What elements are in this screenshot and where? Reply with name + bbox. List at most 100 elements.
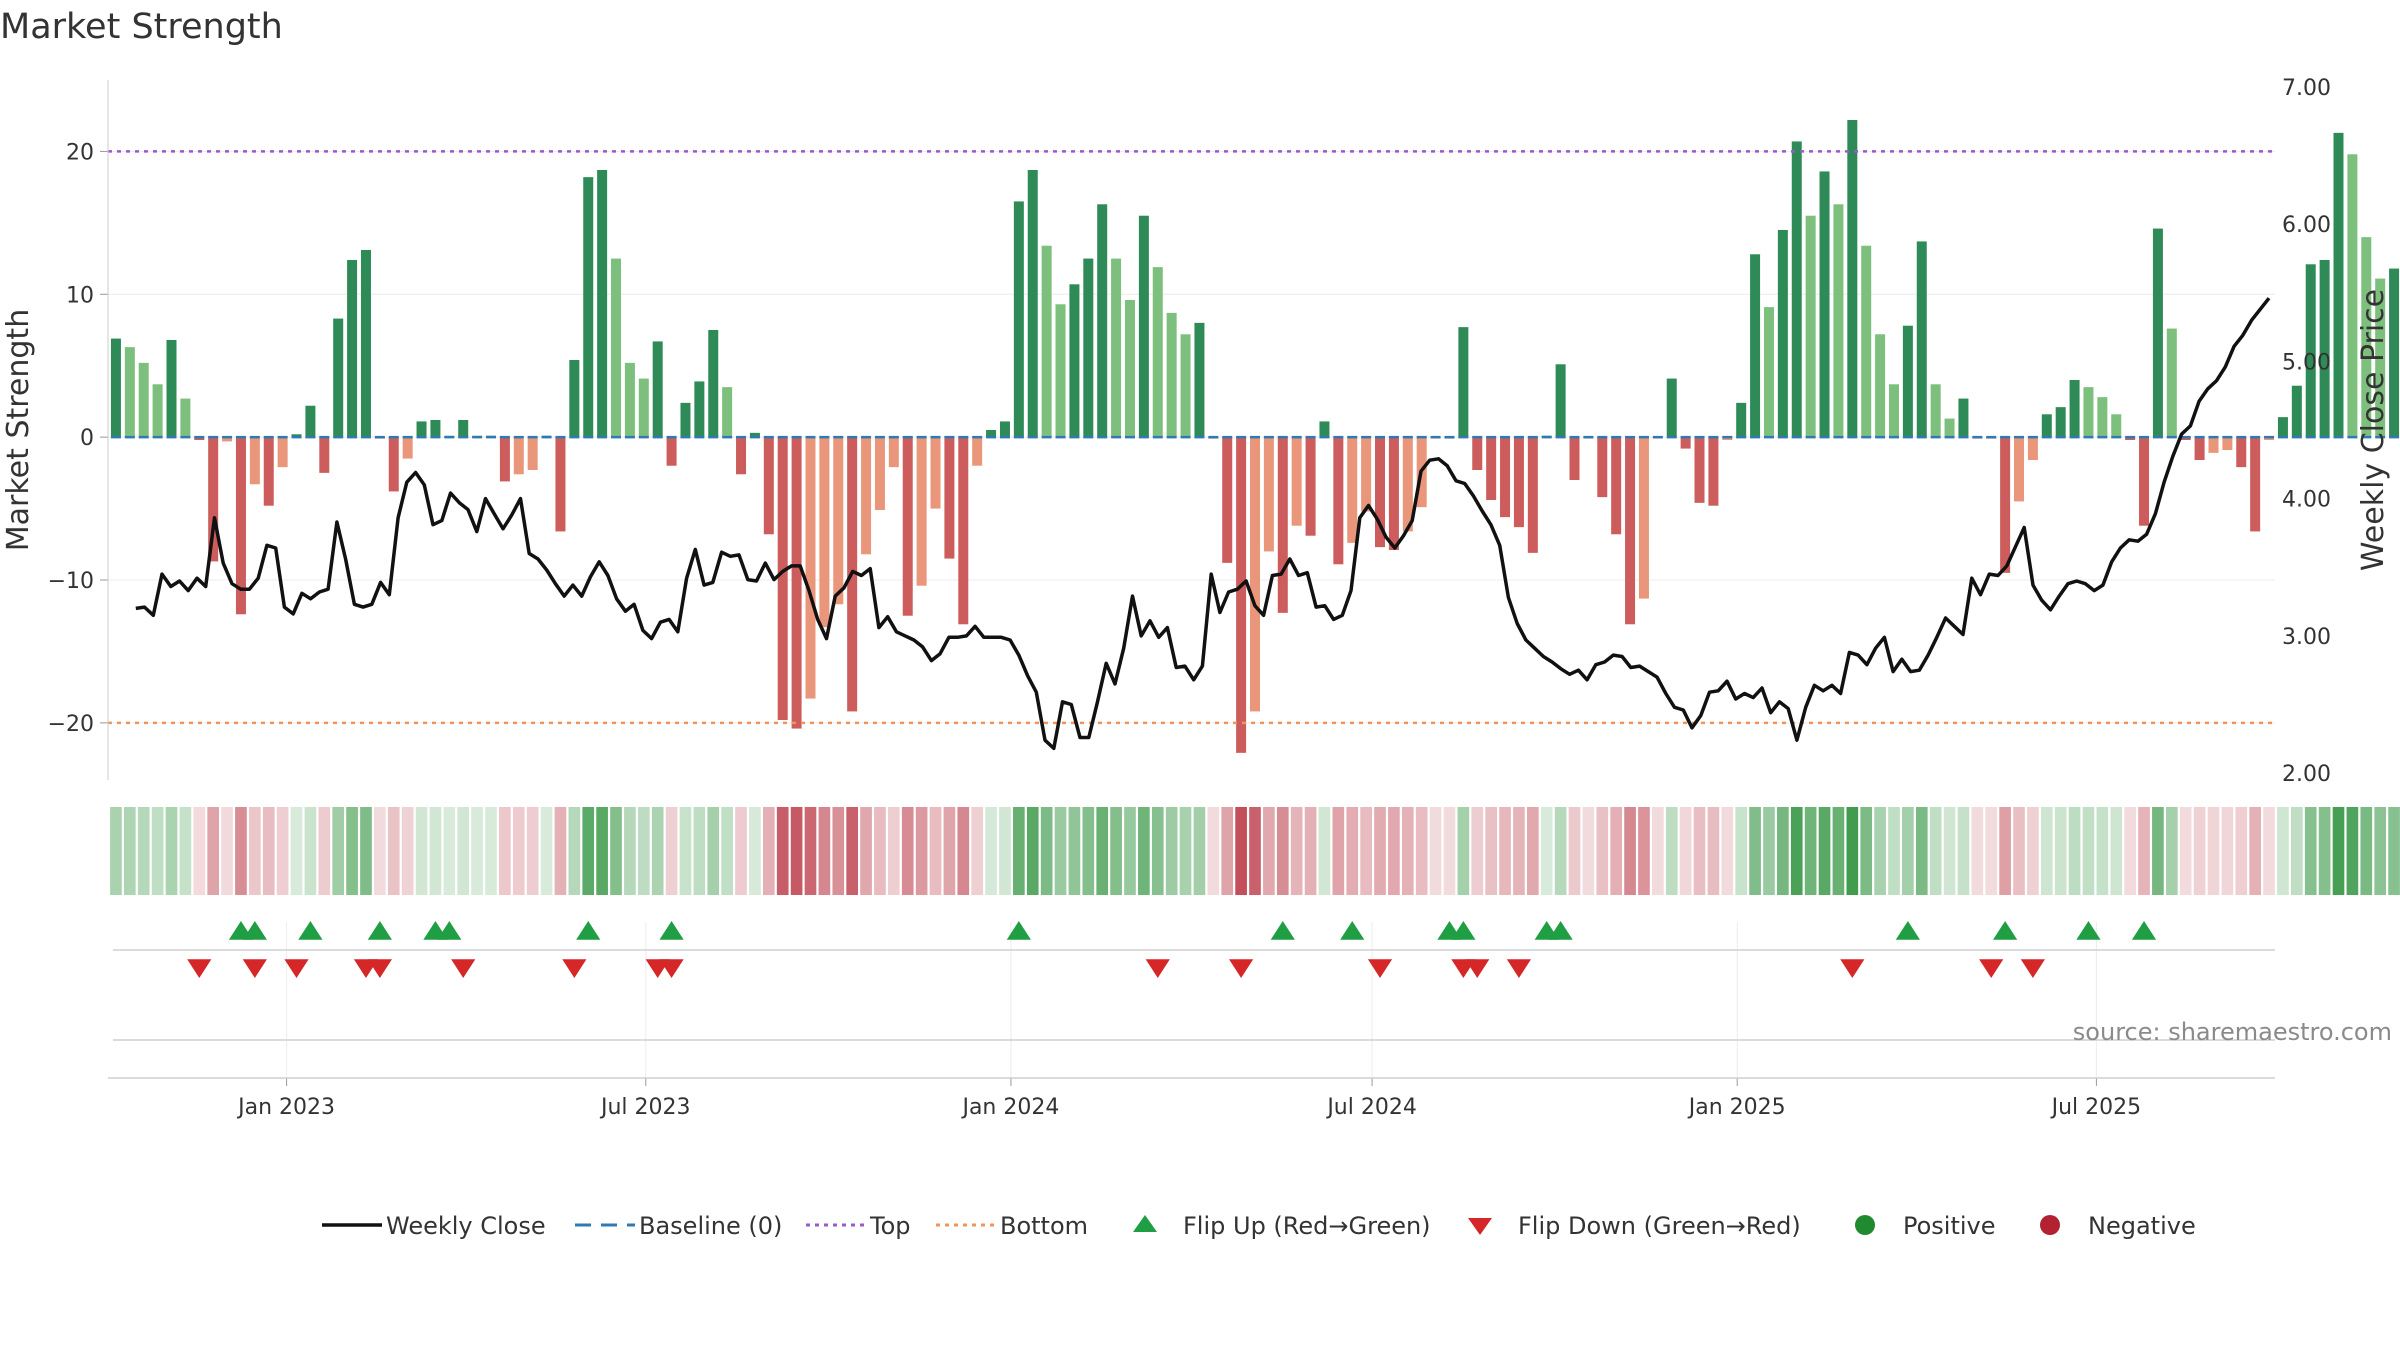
- flip-down-marker: [1506, 959, 1532, 978]
- strength-bar: [763, 437, 774, 535]
- flip-up-marker: [1548, 921, 1573, 940]
- strength-bar: [1111, 258, 1122, 438]
- strength-bar: [888, 437, 899, 468]
- flip-down-marker: [562, 959, 587, 978]
- strength-bar: [1263, 437, 1274, 552]
- strength-bar: [555, 437, 566, 532]
- heat-cell: [1207, 807, 1220, 895]
- heat-cell: [1846, 807, 1859, 895]
- legend-label: Weekly Close: [386, 1212, 546, 1240]
- strength-bar: [2333, 132, 2344, 438]
- heat-cell: [1415, 807, 1428, 895]
- heat-cell: [526, 807, 539, 895]
- heat-cell: [568, 807, 581, 895]
- heat-cell: [1943, 807, 1956, 895]
- strength-bar: [1791, 141, 1802, 438]
- heat-cell: [1596, 807, 1609, 895]
- heat-cell: [582, 807, 595, 895]
- heat-cell: [1429, 807, 1442, 895]
- strength-bar: [819, 437, 830, 628]
- strength-bar: [277, 437, 288, 468]
- heat-cell: [2027, 807, 2039, 895]
- heat-cell: [1929, 807, 1942, 895]
- strength-bar: [2166, 328, 2177, 438]
- strength-bar: [1138, 215, 1149, 438]
- strength-bar: [1888, 384, 1899, 438]
- strength-bar: [1388, 437, 1399, 550]
- strength-bar: [902, 437, 913, 616]
- heat-cell: [512, 807, 525, 895]
- heat-cell: [429, 807, 442, 895]
- strength-bar: [708, 330, 719, 438]
- flip-up-marker: [2131, 921, 2157, 940]
- strength-bar: [208, 437, 219, 562]
- strength-bar: [1027, 170, 1038, 438]
- strength-bar: [2180, 437, 2191, 440]
- strength-bar: [666, 437, 677, 466]
- flip-down-marker: [451, 959, 476, 978]
- strength-bar: [235, 437, 246, 615]
- heat-cell: [665, 807, 678, 895]
- heat-cell: [804, 807, 817, 895]
- heat-cell: [249, 807, 261, 895]
- strength-bar: [1666, 378, 1677, 438]
- heat-cell: [735, 807, 747, 895]
- strength-bar: [2319, 260, 2330, 438]
- flip-up-marker: [576, 921, 601, 940]
- heat-cell: [332, 807, 345, 895]
- strength-bar: [152, 384, 163, 438]
- flip-down-marker: [187, 959, 212, 978]
- y-axis-left-label: Market Strength: [1, 309, 36, 551]
- strength-bar: [360, 250, 371, 438]
- strength-bar: [1694, 437, 1705, 503]
- strength-bar: [1680, 437, 1691, 449]
- left-tick-label: −20: [48, 712, 94, 737]
- strength-bar: [194, 437, 205, 440]
- heat-cell: [110, 807, 122, 895]
- heat-cell: [2346, 807, 2359, 895]
- heat-cell: [2013, 807, 2025, 895]
- flip-up-marker: [1006, 921, 1031, 940]
- heat-cell: [1610, 807, 1623, 895]
- right-tick-label: 2.00: [2282, 762, 2331, 787]
- heat-cell: [2360, 807, 2373, 895]
- axes: 20 10 0 −10 −20 7.00 6.00 5.00 4.00 3.00 2.00: [48, 76, 2331, 787]
- heat-cell: [2124, 807, 2136, 895]
- strength-bar: [1847, 120, 1858, 438]
- strength-bar: [972, 437, 983, 466]
- heat-cell: [2054, 807, 2067, 895]
- heat-cell: [2290, 807, 2303, 895]
- flip-down-marker: [1465, 959, 1490, 978]
- strength-bar: [1611, 437, 1622, 535]
- flip-down-marker: [1367, 959, 1393, 978]
- strength-bar: [222, 437, 233, 442]
- strength-bar: [1236, 437, 1247, 753]
- heat-cell: [2179, 807, 2192, 895]
- heat-cell: [1096, 807, 1109, 895]
- strength-bar: [1097, 204, 1108, 438]
- strength-bar: [638, 378, 649, 438]
- strength-bar: [611, 258, 622, 438]
- strength-bar: [2139, 437, 2150, 526]
- strength-bar: [999, 421, 1010, 438]
- heat-cell: [1471, 807, 1484, 895]
- strength-bar: [597, 170, 608, 438]
- heat-cell: [1915, 807, 1928, 895]
- legend-label: Negative: [2088, 1212, 2196, 1240]
- heat-cell: [1332, 807, 1345, 895]
- heat-cell: [1804, 807, 1817, 895]
- heat-cell: [2068, 807, 2081, 895]
- heat-cell: [901, 807, 914, 895]
- heat-cell: [999, 807, 1011, 895]
- legend-label: Baseline (0): [639, 1212, 782, 1240]
- flip-up-marker: [659, 921, 684, 940]
- strength-bar: [1347, 437, 1358, 543]
- heat-cell: [1721, 807, 1734, 895]
- heat-cell: [1777, 807, 1789, 895]
- strength-bar: [416, 421, 427, 438]
- strength-bar: [777, 437, 788, 720]
- strength-bar: [1333, 437, 1344, 565]
- strength-bar: [430, 420, 441, 438]
- strength-bar: [2347, 154, 2358, 438]
- heat-cell: [2165, 807, 2178, 895]
